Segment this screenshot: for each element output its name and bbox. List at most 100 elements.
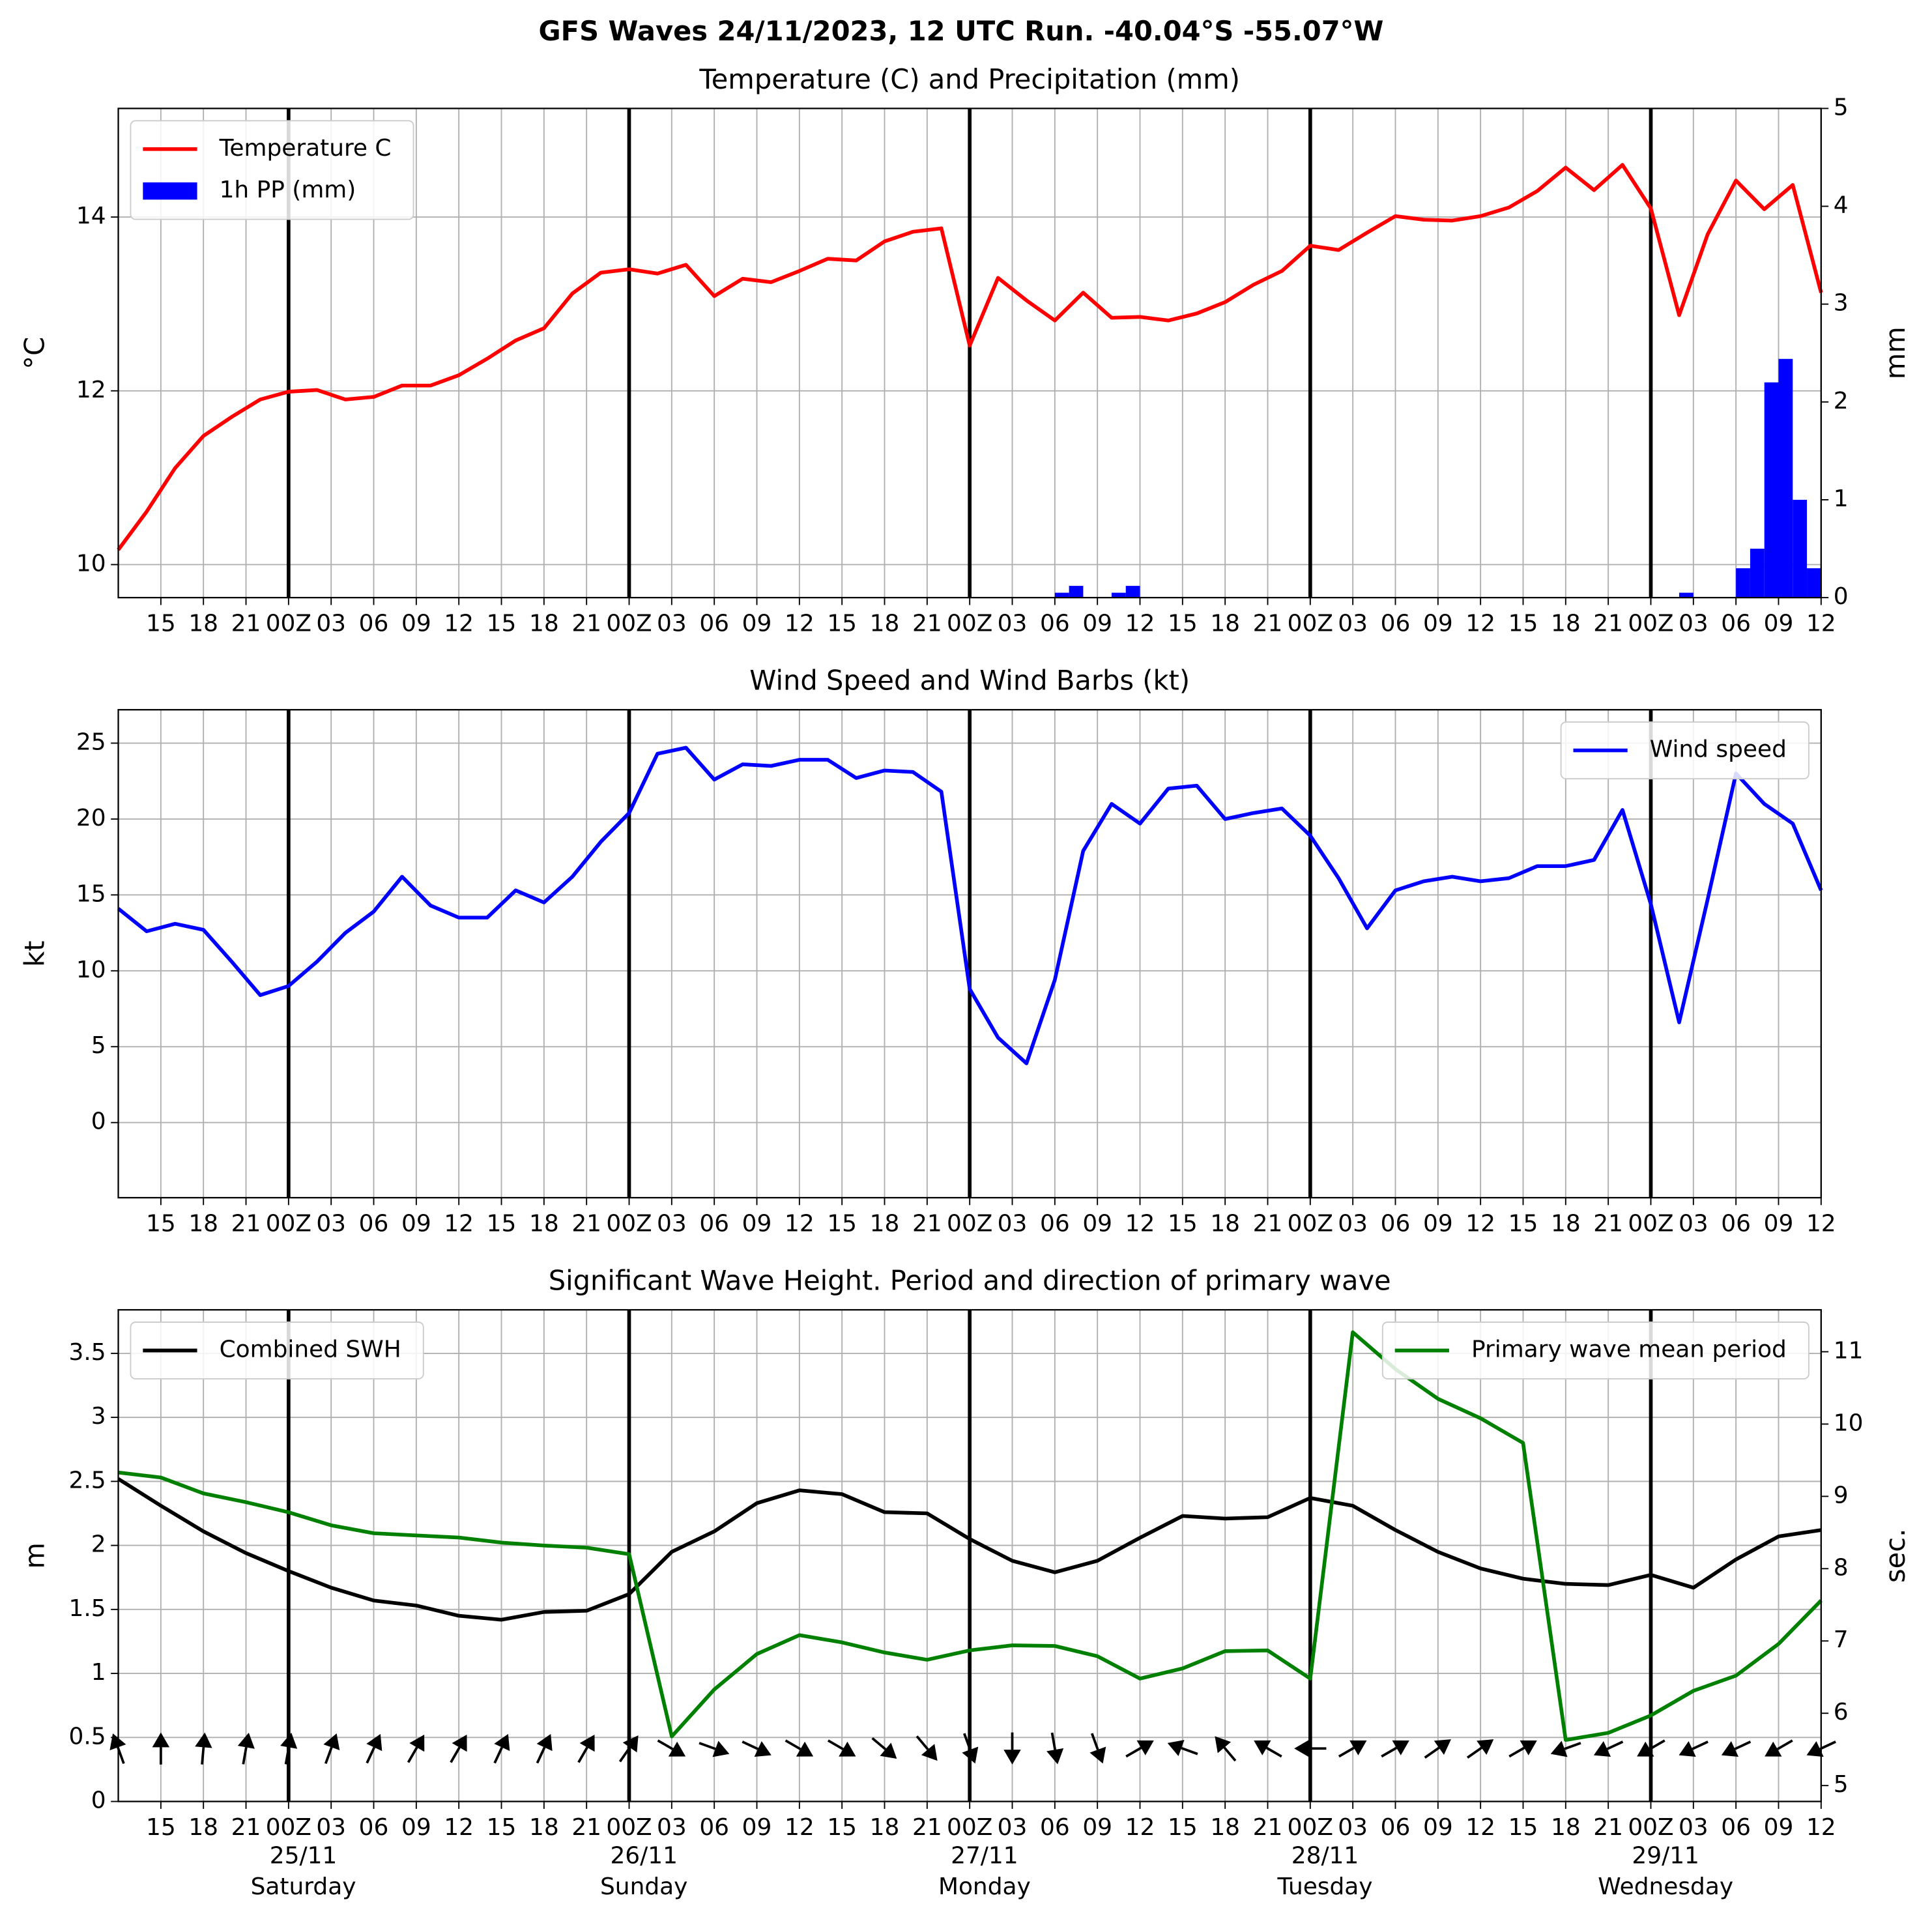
- day-weekday-label: Monday: [938, 1873, 1031, 1900]
- legend-box: [1381, 1322, 1809, 1379]
- arrow-shaft: [284, 1747, 291, 1765]
- x-tick-label: 12: [1806, 1814, 1836, 1841]
- arrow-head: [962, 1746, 979, 1764]
- x-tick-label: 09: [401, 611, 431, 637]
- arrow-head: [1765, 1741, 1782, 1757]
- arrow-head: [1593, 1741, 1611, 1757]
- arrow-head: [1254, 1740, 1271, 1755]
- y-tick-label: 2.5: [69, 1467, 106, 1494]
- wave-arrow: [407, 1734, 425, 1763]
- arrow-head: [712, 1740, 730, 1757]
- x-tick-label: 21: [571, 611, 601, 637]
- y2-axis-label: mm: [1879, 326, 1911, 379]
- arrow-head: [1136, 1740, 1154, 1755]
- x-tick-label: 09: [1082, 1211, 1112, 1237]
- arrow-head: [579, 1734, 595, 1752]
- wave-arrow: [1637, 1739, 1665, 1757]
- y2-tick-label: 3: [1834, 290, 1849, 317]
- x-tick-label: 18: [1210, 1814, 1240, 1841]
- arrow-shaft: [1090, 1733, 1099, 1750]
- x-tick-label: 09: [1423, 611, 1453, 637]
- legend: Temperature C 1h PP (mm): [130, 120, 414, 220]
- x-tick-label: 06: [1381, 1211, 1411, 1237]
- x-tick-label: 06: [1040, 1211, 1070, 1237]
- y-tick-label: 0.5: [69, 1723, 106, 1750]
- wave-arrow: [450, 1734, 467, 1763]
- arrow-head: [1520, 1740, 1537, 1755]
- y-tick-label: 25: [76, 729, 106, 755]
- x-tick-label: 09: [1082, 611, 1112, 637]
- x-tick-label: 06: [359, 611, 389, 637]
- precip-bar: [1793, 499, 1808, 598]
- x-tick-label: 21: [1593, 1211, 1623, 1237]
- x-tick-label: 03: [998, 1211, 1028, 1237]
- x-tick-label: 00Z: [1288, 1211, 1333, 1237]
- wave-arrow: [237, 1733, 255, 1765]
- precip-bar: [1778, 358, 1793, 598]
- x-tick-label: 18: [1210, 611, 1240, 637]
- arrow-head: [1806, 1741, 1824, 1757]
- x-tick-label: 12: [444, 1211, 474, 1237]
- arrow-shaft: [1381, 1746, 1398, 1758]
- x-tick-label: 12: [785, 611, 815, 637]
- x-tick-label: 15: [1168, 1814, 1198, 1841]
- y-tick-label: 0: [91, 1787, 106, 1814]
- x-tick-label: 09: [1764, 1211, 1794, 1237]
- precip-bar: [1125, 586, 1140, 598]
- arrow-head: [1167, 1740, 1185, 1757]
- arrow-head: [839, 1741, 856, 1757]
- x-tick-label: 15: [827, 1814, 857, 1841]
- y2-tick-label: 0: [1834, 583, 1849, 610]
- x-tick-label: 00Z: [947, 1211, 992, 1237]
- x-tick-label: 18: [529, 1211, 559, 1237]
- arrow-head: [754, 1741, 771, 1757]
- y-axis-label: °C: [19, 337, 51, 369]
- y2-tick-label: 4: [1834, 192, 1849, 219]
- x-tick-label: 00Z: [606, 611, 652, 637]
- wave-arrow: [1508, 1740, 1537, 1758]
- arrow-shaft: [493, 1746, 504, 1764]
- x-tick-label: 06: [699, 1211, 729, 1237]
- arrow-head: [323, 1733, 340, 1751]
- x-tick-label: 21: [231, 1814, 261, 1841]
- arrow-shaft: [1181, 1746, 1198, 1755]
- x-tick-label: 03: [1338, 1814, 1368, 1841]
- arrow-head: [1477, 1739, 1494, 1755]
- arrow-head: [1434, 1739, 1451, 1755]
- x-tick-label: 12: [444, 1814, 474, 1841]
- day-date-label: 27/11: [951, 1843, 1018, 1870]
- wave-arrow: [280, 1733, 298, 1765]
- wave-arrow: [1424, 1739, 1451, 1759]
- precip-bar: [1679, 592, 1694, 598]
- arrow-shaft: [916, 1735, 929, 1750]
- x-tick-label: 15: [1508, 1814, 1538, 1841]
- x-tick-label: 15: [146, 1211, 176, 1237]
- y2-tick-label: 10: [1834, 1409, 1864, 1436]
- x-tick-label: 21: [912, 611, 942, 637]
- x-tick-label: 03: [316, 611, 346, 637]
- y2-axis-label: sec.: [1879, 1529, 1911, 1583]
- x-tick-label: 00Z: [266, 1211, 311, 1237]
- arrow-shaft: [657, 1739, 674, 1750]
- wave-arrow: [916, 1735, 938, 1761]
- x-tick-label: 06: [359, 1211, 389, 1237]
- y2-tick-label: 7: [1834, 1626, 1849, 1653]
- precip-bar: [1736, 568, 1750, 598]
- arrow-head: [1349, 1740, 1367, 1755]
- x-tick-label: 00Z: [606, 1211, 652, 1237]
- wave-arrow: [536, 1733, 553, 1764]
- arrow-head: [195, 1732, 212, 1748]
- legend-label: Primary wave mean period: [1471, 1336, 1787, 1363]
- wave-arrow: [1338, 1740, 1367, 1758]
- x-tick-label: 00Z: [1628, 1211, 1673, 1237]
- day-weekday-label: Sunday: [600, 1873, 687, 1900]
- day-date-label: 29/11: [1632, 1843, 1699, 1870]
- wave-arrow: [871, 1737, 897, 1759]
- wave-arrow: [366, 1733, 382, 1764]
- axes-frame: [117, 1308, 1822, 1802]
- wave-arrow: [1294, 1740, 1327, 1757]
- precip-bar: [1111, 592, 1126, 598]
- wave-arrow: [1806, 1740, 1836, 1757]
- x-tick-label: 18: [188, 611, 218, 637]
